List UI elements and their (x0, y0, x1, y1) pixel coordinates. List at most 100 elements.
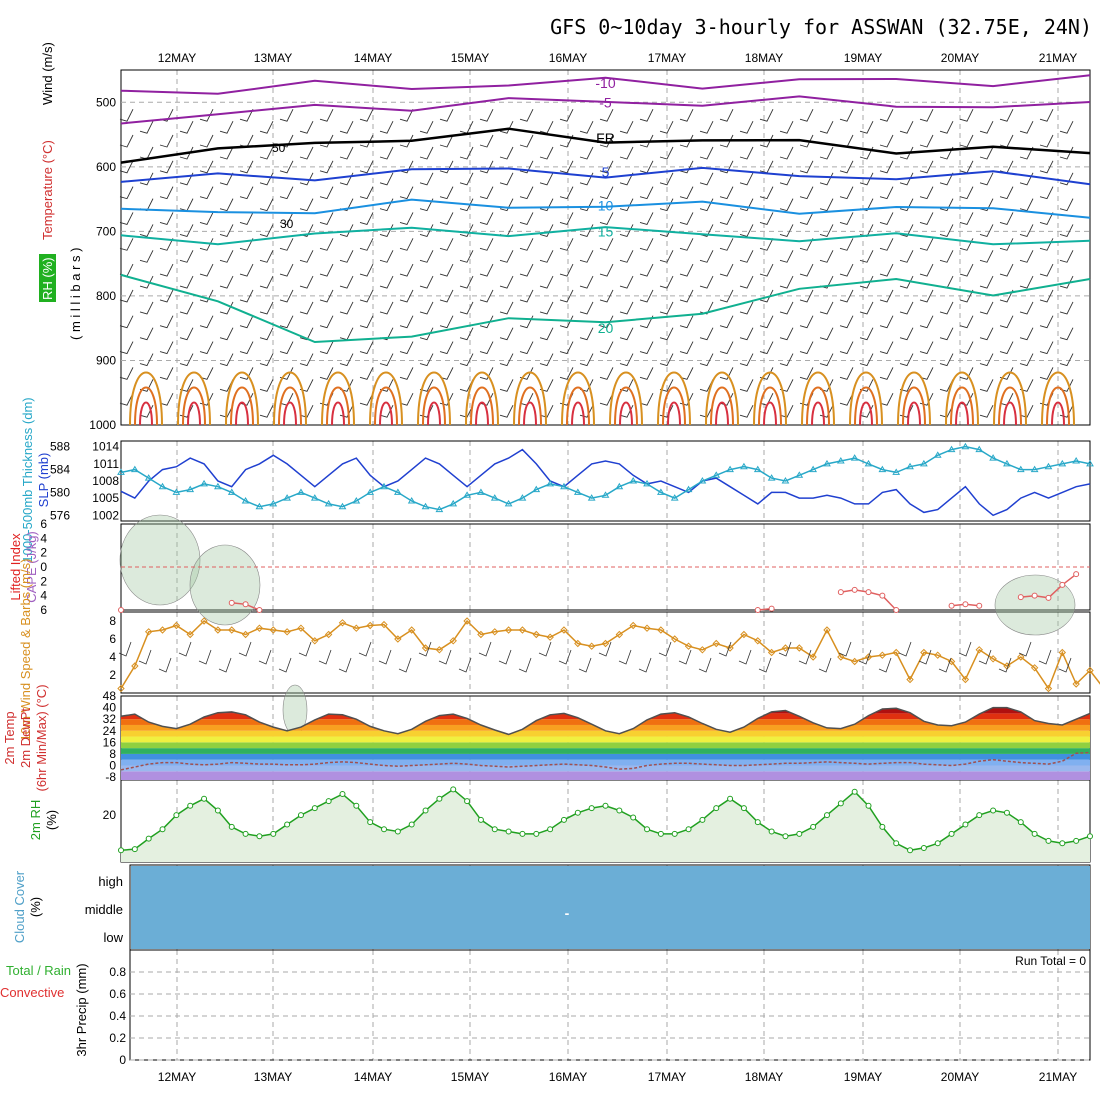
panel-ylabel: CAPE (J/kg) (24, 531, 39, 603)
wind-barb (459, 172, 474, 186)
wind-point (131, 662, 139, 670)
thick-point (767, 474, 776, 481)
surface-wind-barb (538, 641, 552, 657)
wind-barb (639, 186, 654, 200)
surface-temp-contour (321, 371, 355, 426)
wind-point (324, 630, 333, 639)
wind-barb (819, 327, 834, 341)
surface-temp-contour (417, 371, 451, 426)
wind-barb (519, 160, 534, 174)
wind-barb (559, 263, 574, 277)
surface-wind-barb (278, 657, 292, 673)
wind-barb (619, 250, 634, 263)
wind-barb (639, 134, 654, 148)
surface-wind-barb (938, 657, 952, 673)
panel-frame (120, 440, 1091, 522)
wind-barb (739, 404, 754, 418)
thick-point (117, 468, 125, 475)
wind-barb (939, 327, 954, 341)
wind-barb (479, 263, 494, 277)
surface-temp-contour (897, 371, 931, 426)
thick-point (1016, 465, 1025, 473)
surface-wind-barb (198, 649, 212, 665)
wind-barb (239, 108, 254, 122)
surface-temp-contour (902, 386, 926, 426)
wind-barb (939, 198, 954, 212)
wind-barb (1059, 120, 1074, 134)
wind-barb (919, 186, 934, 200)
li-point (118, 607, 124, 613)
temp-color-band (121, 707, 1090, 714)
wind-barb (559, 238, 574, 251)
wind-barb (639, 108, 654, 122)
wind-barb (679, 238, 694, 251)
millibars-ylabel-group: ( m i l l i b a r s ) (68, 248, 83, 340)
wind-barb (499, 404, 514, 418)
wind-point (311, 637, 319, 645)
rh-legend-swatch (39, 254, 56, 302)
wind-point (643, 624, 651, 632)
rh-point (159, 826, 166, 833)
wind-barb (359, 212, 374, 225)
thick-point (712, 471, 721, 478)
surface-wind-barb (738, 649, 752, 665)
wind-barb (599, 341, 614, 355)
wind-point (726, 644, 734, 652)
lifted-index-tick-label: 2 (40, 574, 47, 588)
panel-ylabel: Lifted Index (8, 533, 23, 601)
thick-point (1086, 459, 1094, 467)
surface-temp-contour (470, 386, 494, 426)
wind-barb (1019, 224, 1034, 237)
wind-barb (539, 275, 554, 289)
wind-point (546, 633, 554, 641)
surface-temp-contour (561, 371, 595, 426)
rh-point (311, 805, 318, 812)
wind-barb (139, 250, 154, 263)
wind-barb (739, 250, 754, 263)
wind-barb (119, 160, 134, 174)
wind-barb (919, 212, 934, 225)
wind-barb (439, 315, 454, 329)
li-point (976, 602, 983, 609)
surface-temp-contour (667, 401, 681, 426)
thick-point (587, 494, 596, 501)
wind-point (1044, 684, 1053, 693)
wind-barb (839, 289, 854, 303)
wind-point (532, 630, 540, 639)
surface-wind-barb (338, 657, 352, 673)
wind-barb (919, 160, 934, 174)
wind-barb (899, 327, 914, 341)
wind-barb (319, 238, 334, 251)
wind-barb (339, 172, 354, 186)
panel-ylabel-group: 2m Temp 2m DewPt (6hr Min/Max) (°C) (2, 684, 49, 791)
wind-barb (719, 212, 734, 225)
rh-shaded-region (189, 544, 261, 626)
rh-point (837, 800, 844, 807)
wind-barb (499, 353, 514, 367)
wind-barb (579, 224, 594, 237)
rh-point (879, 823, 886, 830)
wind-barb (299, 404, 314, 418)
isotherm-line (120, 127, 1091, 164)
temp-tick-label: 24 (103, 724, 117, 738)
surface-temp-contour (374, 386, 398, 426)
wind-point (144, 628, 153, 636)
wind-barb (419, 172, 434, 186)
wind-barb (299, 198, 314, 212)
thick-point (297, 488, 305, 495)
wind-barb (159, 263, 174, 277)
wind-barb (1059, 172, 1074, 186)
thick-point (781, 477, 790, 484)
rh-point (644, 826, 651, 833)
surface-temp-contour (513, 371, 547, 426)
wind-barb (439, 263, 454, 277)
wind-barb (1039, 341, 1054, 355)
surface-wind-barb (1018, 641, 1032, 657)
thick-point (421, 502, 430, 510)
wind-barb (699, 120, 714, 134)
wind-barb (959, 108, 974, 122)
wind-barb (259, 379, 274, 392)
wind-barb (319, 212, 334, 225)
wind-point (754, 637, 762, 645)
